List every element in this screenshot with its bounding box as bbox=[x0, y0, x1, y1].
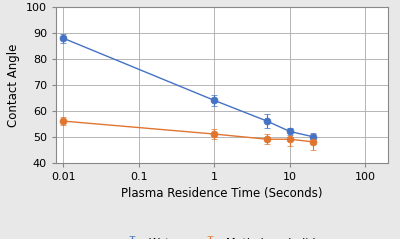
X-axis label: Plasma Residence Time (Seconds): Plasma Residence Time (Seconds) bbox=[121, 187, 323, 200]
Y-axis label: Contact Angle: Contact Angle bbox=[8, 43, 20, 126]
Legend: Water, Methylene Iodide: Water, Methylene Iodide bbox=[117, 233, 327, 239]
